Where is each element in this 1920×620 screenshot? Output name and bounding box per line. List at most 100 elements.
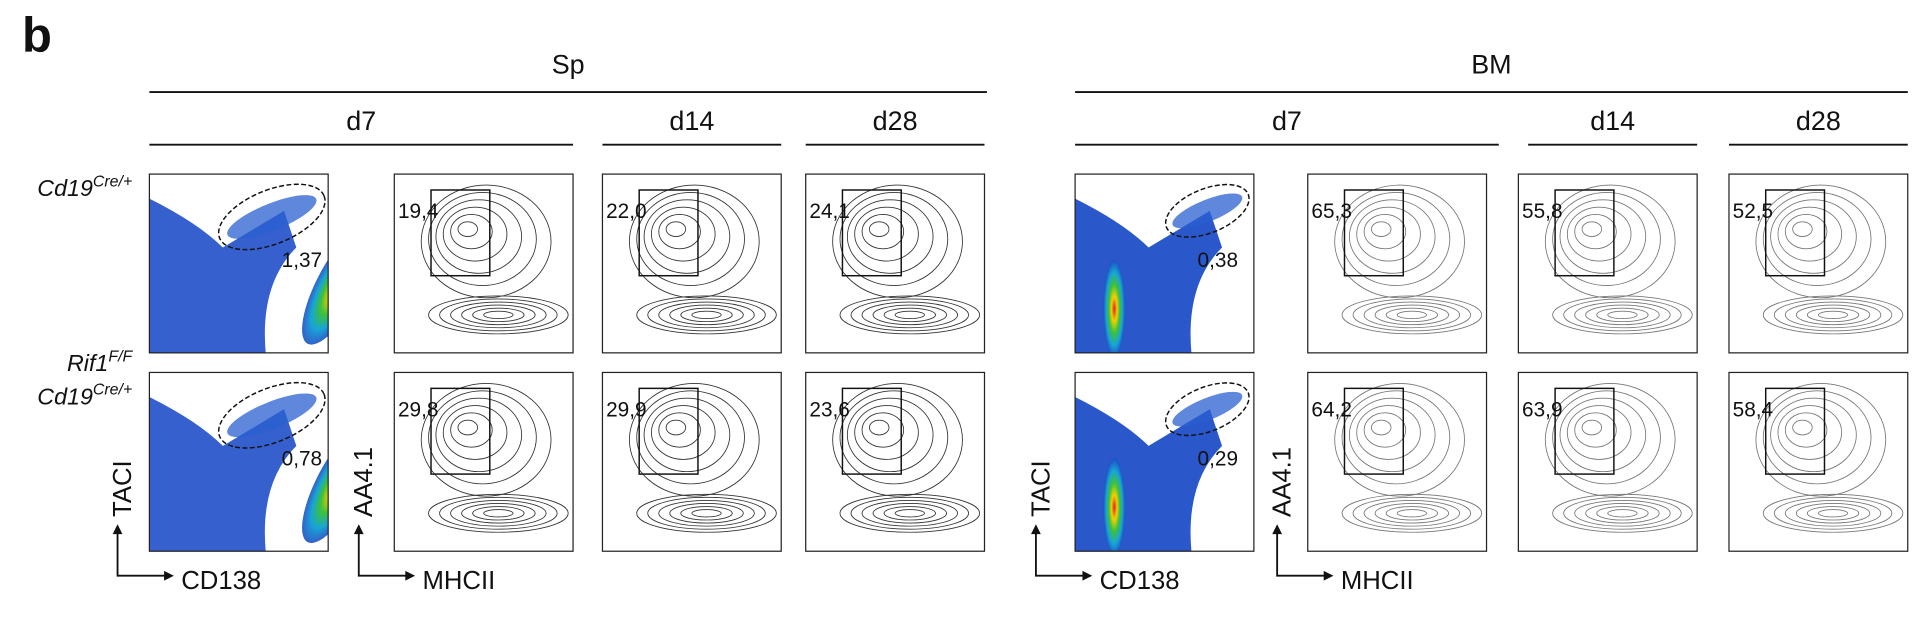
contour (691, 310, 722, 319)
arrow-head (353, 524, 364, 535)
gate (1764, 189, 1826, 277)
contour (854, 405, 919, 460)
contour (1755, 184, 1887, 299)
contour (1363, 412, 1407, 448)
contour (1574, 301, 1671, 329)
arrow-head (1323, 570, 1334, 581)
gate-value: 64,2 (1311, 399, 1351, 422)
plot-frame (1307, 371, 1488, 552)
x-axis-label: CD138 (181, 567, 261, 595)
contour (665, 221, 687, 237)
contour (1806, 506, 1860, 521)
contour (1563, 298, 1682, 332)
row-label: Rif1F/F (67, 348, 133, 376)
contour (883, 506, 936, 521)
gate (638, 189, 699, 277)
arrow-head (1272, 524, 1283, 535)
contour (1574, 214, 1617, 250)
plot-area (1544, 184, 1693, 335)
contour (872, 304, 947, 326)
contour (1784, 412, 1828, 448)
contour (1770, 397, 1857, 473)
contour (680, 506, 733, 521)
contour (1755, 383, 1887, 497)
plot-frame (1728, 371, 1909, 552)
plot-area (1755, 383, 1904, 533)
gate-value: 0,29 (1198, 448, 1238, 471)
contour (1566, 405, 1632, 460)
contour (894, 310, 925, 319)
row-label-sup: Cre/+ (93, 173, 132, 190)
contour (647, 496, 766, 530)
row-label-sup: F/F (108, 348, 133, 365)
plot-frame (1517, 173, 1698, 354)
contour (1552, 295, 1693, 335)
gate (841, 189, 902, 277)
contour (1385, 307, 1438, 323)
plot-area (832, 383, 981, 533)
gate (430, 387, 491, 475)
plot-frame (601, 371, 782, 552)
plot-area (420, 383, 569, 533)
plot-area (1755, 184, 1904, 335)
contour (450, 499, 547, 527)
contour (1341, 192, 1451, 286)
contour (1334, 383, 1465, 497)
contour (1792, 419, 1813, 436)
contour (1784, 214, 1828, 250)
contour (680, 307, 733, 323)
contour-plot: 23,6 (805, 371, 986, 552)
contour (457, 221, 478, 237)
plot-area (1334, 383, 1483, 533)
contour (1396, 509, 1427, 518)
contour (643, 199, 731, 274)
contour (1784, 499, 1882, 527)
plot-frame (1074, 173, 1255, 354)
contour (636, 493, 777, 533)
contour (1777, 206, 1843, 262)
timepoint-label: d14 (669, 106, 714, 136)
contour (665, 419, 687, 436)
row-label: Cd19Cre/+ (37, 173, 132, 201)
contour (861, 214, 905, 250)
panel-label: b (22, 9, 52, 63)
contour (1552, 192, 1661, 286)
contour-plot: 29,9 (601, 371, 782, 552)
plot-frame (393, 371, 574, 552)
plot-frame (601, 173, 782, 354)
contour-plot: 19,4 (393, 173, 574, 354)
arrow-head (1082, 570, 1093, 581)
dot-plot: 0,38 (1074, 173, 1255, 354)
contour (472, 307, 525, 323)
contour (472, 506, 525, 521)
contour (861, 412, 905, 448)
contour (1784, 301, 1882, 329)
positive-cells (227, 393, 317, 438)
contour (1817, 310, 1849, 319)
contour-plot: 64,2 (1307, 371, 1488, 552)
contour-plot: 65,3 (1307, 173, 1488, 354)
dense-core (1103, 458, 1126, 552)
gate-value: 0,78 (282, 448, 322, 471)
plot-area (1334, 184, 1483, 335)
gate-value: 29,9 (606, 399, 646, 422)
contour (1371, 419, 1392, 436)
contour (439, 496, 558, 530)
contour (861, 499, 958, 527)
dot-plot: 1,37 (148, 173, 329, 354)
contour (1341, 295, 1483, 335)
axis-arrow (357, 531, 408, 577)
contour (846, 397, 934, 473)
contour (1352, 496, 1472, 530)
axis-arrow (1276, 531, 1327, 577)
dot-plot: 0,29 (1074, 371, 1255, 552)
gate-value: 52,5 (1733, 200, 1773, 223)
contour (658, 499, 755, 527)
plot-frame (805, 371, 986, 552)
contour (1581, 419, 1603, 436)
gate-value: 29,8 (398, 399, 438, 422)
contour (658, 214, 701, 250)
arrow-head (405, 570, 416, 581)
plots: Sp d7 d14 d28 1,37 19,4 22,0 24,1 0,78 29,8 29,9 23… (109, 50, 1909, 595)
population (149, 198, 297, 353)
